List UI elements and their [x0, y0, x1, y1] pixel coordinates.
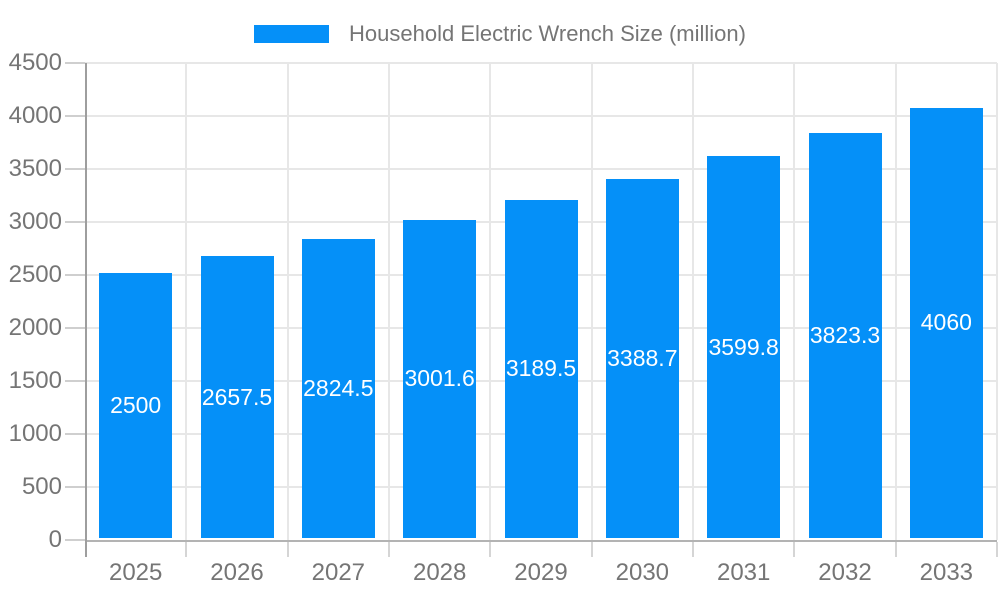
v-gridline [996, 63, 998, 540]
h-gridline [85, 62, 997, 64]
bar[interactable]: 3189.5 [504, 199, 578, 538]
bar-value-label: 2824.5 [303, 374, 374, 401]
x-tick [692, 542, 694, 557]
y-tick-label: 500 [21, 473, 62, 500]
bar-value-label: 3823.3 [809, 321, 881, 348]
y-tick [65, 115, 85, 117]
x-tick-label: 2029 [514, 559, 568, 586]
y-tick-label: 4500 [8, 49, 62, 76]
h-gridline [85, 115, 997, 117]
y-tick-label: 0 [48, 526, 62, 553]
bar-value-label: 4060 [920, 309, 972, 336]
v-gridline [692, 63, 694, 540]
bar-value-label: 3189.5 [505, 355, 577, 382]
x-tick-label: 2033 [919, 559, 974, 586]
x-tick-label: 2030 [615, 559, 670, 586]
y-tick [65, 380, 85, 382]
legend-swatch [254, 25, 330, 43]
bar[interactable]: 2824.5 [301, 238, 375, 538]
bar[interactable]: 3388.7 [605, 178, 679, 538]
y-tick-label: 3500 [8, 155, 62, 182]
v-gridline [793, 63, 796, 540]
x-tick-label: 2031 [716, 559, 771, 586]
x-tick [590, 542, 593, 557]
y-axis-line [85, 63, 87, 557]
x-tick-label: 2032 [818, 559, 872, 586]
y-tick-label: 2500 [8, 261, 62, 288]
v-gridline [894, 63, 897, 540]
y-tick [65, 62, 85, 64]
bar-value-label: 2500 [110, 392, 162, 418]
y-tick-label: 4000 [8, 102, 62, 129]
y-tick-label: 1000 [8, 420, 62, 447]
x-tick [894, 542, 897, 557]
y-tick [65, 168, 85, 170]
bar-value-label: 3388.7 [607, 344, 678, 371]
bar[interactable]: 3823.3 [808, 132, 882, 538]
bar[interactable]: 2657.5 [200, 256, 274, 538]
bar-value-label: 3001.6 [404, 365, 475, 392]
v-gridline [388, 63, 390, 540]
x-tick-label: 2028 [412, 559, 467, 586]
bar[interactable]: 3599.8 [707, 156, 781, 538]
bar[interactable]: 4060 [909, 107, 983, 538]
x-axis-line [85, 540, 997, 542]
bar-value-label: 2657.5 [201, 383, 273, 410]
y-tick [65, 433, 85, 435]
h-gridline [85, 168, 997, 170]
x-tick [489, 542, 492, 557]
v-gridline [489, 63, 492, 540]
bar[interactable]: 3001.6 [403, 219, 477, 538]
y-tick-label: 2000 [8, 314, 62, 341]
y-tick-label: 3000 [8, 208, 62, 235]
x-tick-label: 2026 [210, 559, 264, 586]
v-gridline [185, 63, 188, 540]
legend[interactable]: Household Electric Wrench Size (million) [0, 14, 1000, 54]
x-tick [286, 542, 289, 557]
x-tick [388, 542, 390, 557]
plot-area: 0 500 1000 1500 2000 2500 3000 3500 4000 4500 2500… [9, 49, 998, 586]
bar-value-label: 3599.8 [708, 333, 779, 360]
y-tick [65, 327, 85, 329]
y-tick [65, 221, 85, 223]
v-gridline [286, 63, 289, 540]
y-tick-label: 1500 [8, 367, 62, 394]
x-tick [793, 542, 796, 557]
y-tick [65, 486, 85, 488]
x-tick [185, 542, 188, 557]
y-tick [65, 274, 85, 276]
x-tick-label: 2027 [311, 559, 366, 586]
v-gridline [590, 63, 593, 540]
bar[interactable]: 2500 [99, 273, 173, 538]
legend-label: Household Electric Wrench Size (million) [349, 21, 746, 46]
x-tick [996, 542, 998, 557]
y-tick [65, 539, 85, 541]
x-tick-label: 2025 [108, 559, 163, 586]
